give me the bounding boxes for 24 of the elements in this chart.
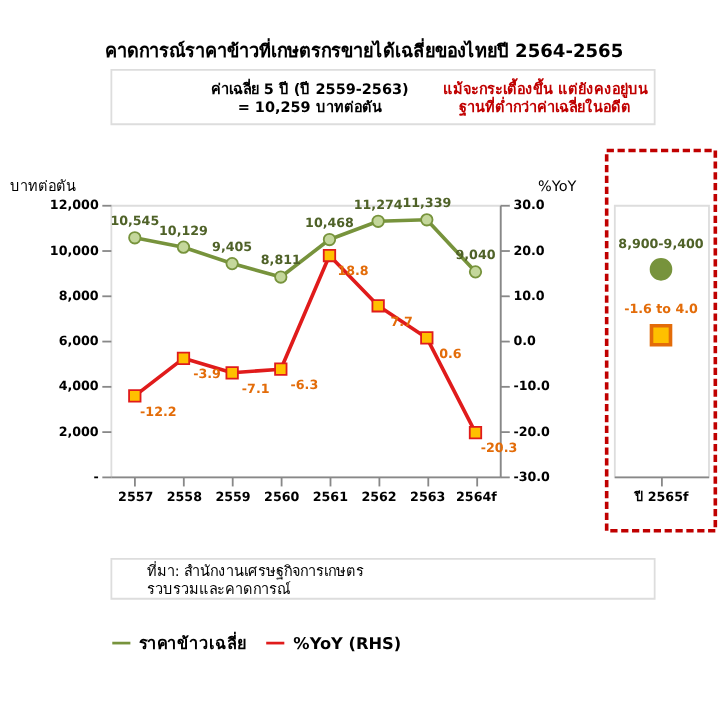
point [468, 425, 483, 440]
point [128, 389, 142, 403]
point [128, 231, 142, 245]
y2-axis-title: %YoY [538, 177, 578, 196]
point [176, 240, 191, 254]
point [225, 256, 239, 271]
point [322, 232, 337, 247]
point [322, 248, 337, 263]
point [274, 362, 288, 376]
text: ที่มา: สำนักงานเศรษฐกิจการเกษตร รวบรวมและคาดการณ์ [146, 562, 365, 599]
point [371, 214, 385, 228]
text: ค่าเฉลี่ย 5 ปี (ปี 2559-2563) = 10,259 บาทต่อตัน [210, 78, 409, 117]
point [371, 299, 385, 313]
legend-label: %YoY (RHS) [293, 632, 402, 653]
point [468, 265, 483, 279]
legend-label: ราคาข้าวเฉลี่ย [139, 630, 248, 653]
point [225, 366, 239, 380]
point [420, 213, 434, 227]
chart-title: คาดการณ์ราคาข้าวที่เกษตรกรขายได้เฉลี่ยของไทยปี 2564-2565 [104, 37, 624, 64]
point [176, 351, 191, 365]
point [274, 270, 288, 284]
y-axis-title: บาทต่อตัน [9, 177, 76, 196]
text: แม้จะกระเตื้องขึ้น แต่ยังคงอยู่บน ฐานที่ต่ำกว่าค่าเฉลี่ยในอดีต [442, 76, 648, 119]
point [420, 331, 434, 345]
